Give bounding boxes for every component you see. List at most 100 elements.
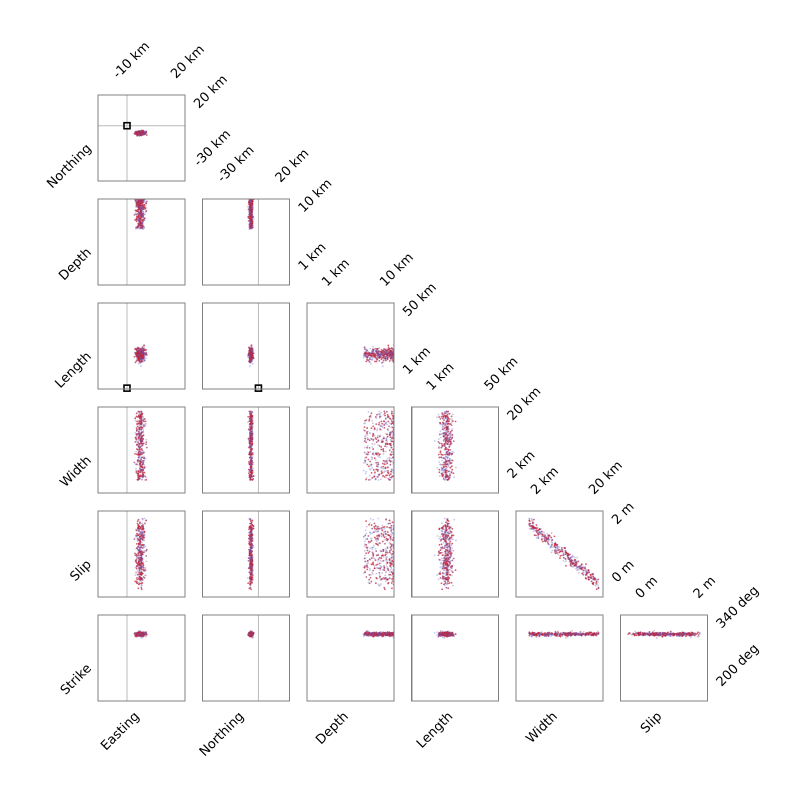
sample-point	[138, 528, 140, 530]
sample-point	[145, 348, 148, 351]
sample-point	[371, 435, 374, 437]
sample-point	[448, 475, 450, 478]
sample-point	[137, 529, 140, 532]
sample-point	[437, 413, 440, 416]
sample-point	[378, 359, 381, 362]
sample-point	[389, 453, 392, 456]
sample-point	[449, 433, 452, 436]
sample-point	[377, 560, 379, 562]
sample-point	[444, 439, 447, 442]
sample-point	[140, 572, 142, 575]
sample-point	[134, 452, 136, 455]
sample-point	[143, 456, 146, 459]
sample-point	[381, 568, 384, 571]
sample-point	[139, 535, 142, 537]
sample-point	[370, 412, 373, 415]
sample-point	[441, 467, 444, 470]
sample-point	[145, 441, 148, 444]
sample-point	[444, 458, 447, 461]
sample-point	[134, 416, 137, 419]
sample-point	[387, 472, 390, 475]
sample-point	[141, 547, 144, 549]
sample-point	[144, 519, 147, 522]
sample-point	[450, 470, 453, 473]
sample-point	[369, 531, 371, 534]
sample-point	[143, 479, 146, 481]
panel-points	[98, 95, 185, 181]
sample-point	[379, 415, 382, 418]
sample-point	[362, 356, 365, 359]
sample-point	[248, 439, 251, 442]
sample-point	[447, 463, 450, 466]
sample-point	[391, 426, 394, 428]
sample-point	[145, 446, 148, 449]
sample-point	[135, 203, 138, 206]
sample-point	[388, 348, 391, 350]
sample-point	[371, 348, 374, 351]
sample-point	[250, 225, 252, 228]
sample-point	[142, 430, 145, 433]
sample-point	[391, 351, 394, 354]
sample-point	[390, 431, 393, 434]
sample-point	[137, 410, 140, 413]
sample-point	[376, 413, 378, 416]
sample-point	[249, 578, 252, 581]
sample-point	[250, 570, 253, 573]
sample-point	[384, 460, 386, 463]
sample-point	[373, 536, 376, 539]
sample-point	[249, 415, 251, 418]
sample-point	[444, 446, 447, 449]
sample-point	[251, 537, 254, 540]
sample-point	[385, 463, 387, 466]
sample-point	[142, 534, 145, 537]
sample-point	[373, 347, 376, 350]
sample-point	[136, 578, 139, 581]
sample-point	[447, 462, 450, 464]
sample-point	[451, 413, 454, 416]
sample-point	[443, 443, 446, 445]
sample-point	[365, 348, 368, 351]
sample-point	[369, 576, 372, 579]
sample-point	[445, 410, 448, 413]
sample-point	[384, 466, 387, 469]
sample-point	[145, 357, 147, 360]
sample-point	[136, 532, 139, 535]
sample-point	[250, 558, 253, 561]
sample-point	[145, 443, 147, 446]
sample-point	[433, 440, 436, 442]
panel-points	[126, 511, 148, 597]
sample-point	[251, 431, 254, 434]
sample-point	[389, 348, 392, 351]
sample-point	[368, 446, 371, 449]
sample-point	[134, 351, 137, 354]
sample-point	[248, 540, 251, 543]
sample-point	[367, 453, 370, 456]
sample-point	[251, 205, 254, 208]
sample-point	[143, 206, 146, 209]
sample-point	[136, 573, 139, 576]
sample-point	[392, 431, 394, 434]
sample-point	[391, 468, 393, 471]
sample-point	[139, 474, 142, 477]
sample-point	[384, 422, 387, 425]
sample-point	[369, 431, 371, 434]
sample-point	[135, 557, 138, 560]
panel-depth-vs-northing	[202, 198, 290, 286]
sample-point	[133, 214, 136, 216]
sample-point	[139, 436, 141, 439]
sample-point	[140, 458, 142, 461]
sample-point	[247, 428, 250, 431]
sample-point	[139, 358, 142, 361]
sample-point	[386, 462, 389, 465]
sample-point	[139, 443, 142, 446]
sample-point	[442, 415, 445, 418]
sample-point	[445, 437, 448, 440]
sample-point	[440, 466, 443, 469]
sample-point	[250, 557, 253, 560]
panel-frame	[202, 302, 290, 390]
sample-point	[142, 415, 144, 418]
sample-point	[381, 426, 384, 428]
sample-point	[386, 457, 389, 460]
sample-point	[372, 356, 374, 358]
sample-point	[137, 451, 139, 454]
